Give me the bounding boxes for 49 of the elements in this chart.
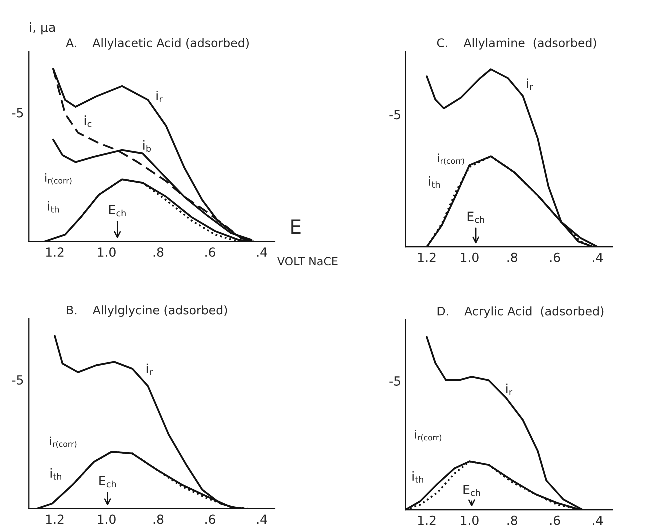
annotation: i$_{r}$ [527, 78, 534, 90]
x-tick-label: .4 [257, 248, 268, 257]
x-tick-label: .8 [154, 514, 164, 524]
x-tick-label: .6 [550, 516, 560, 526]
annotation: i$_{r(corr)}$ [438, 154, 464, 166]
x-tick-label: .4 [593, 516, 604, 526]
x-tick-label: .6 [550, 252, 560, 262]
annotation: i$_{r}$ [156, 90, 163, 103]
y-axis-title: i, μa [30, 22, 56, 35]
text: -5 [390, 110, 400, 120]
x-tick-label: 1.2 [46, 248, 64, 257]
x-tick-label: .4 [257, 514, 268, 524]
annotation: i$_{c}$ [84, 116, 92, 128]
chart-title: B. Allylglycine (adsorbed) [67, 306, 228, 318]
text: -5 [390, 376, 400, 386]
annotation: i$_{r(corr)}$ [46, 173, 72, 185]
x-axis-title: VOLT NaCE [278, 257, 338, 266]
x-tick-label: .8 [154, 248, 164, 258]
annotation: i$_{r}$ [506, 384, 513, 396]
annotation: i$_{th}$ [412, 471, 424, 483]
x-tick-label: .4 [593, 253, 604, 262]
annotation: i$_{r}$ [146, 364, 153, 376]
x-tick-label: .6 [206, 248, 216, 258]
x-tick-label: 1.0 [98, 248, 116, 258]
text: -5 [12, 108, 24, 118]
chart-title: D. Acrylic Acid (adsorbed) [438, 306, 604, 318]
annotation: E$_{ch}$ [109, 205, 126, 217]
annotation: E$_{ch}$ [468, 212, 484, 224]
x-tick-label: 1.2 [46, 514, 64, 524]
chart-title: A. Allylacetic Acid (adsorbed) [66, 38, 249, 50]
annotation: i$_{r(corr)}$ [50, 436, 77, 448]
x-tick-label: .6 [206, 514, 216, 524]
text: -5 [12, 376, 24, 385]
x-tick-label: 1.0 [98, 514, 116, 524]
x-tick-label: 1.0 [461, 252, 479, 262]
text: E [292, 220, 301, 234]
x-tick-label: 1.2 [418, 252, 436, 262]
annotation: i$_{r(corr)}$ [415, 430, 442, 442]
x-tick-label: .8 [508, 252, 518, 262]
annotation: i$_{th}$ [429, 176, 440, 188]
chart-title: C. Allylamine (adsorbed) [437, 38, 596, 50]
x-tick-label: .8 [508, 516, 518, 526]
x-tick-label: 1.2 [418, 516, 436, 526]
annotation: E$_{ch}$ [100, 476, 116, 488]
annotation: E$_{ch}$ [464, 485, 480, 496]
annotation: i$_{th}$ [48, 201, 60, 213]
annotation: i$_{b}$ [144, 140, 152, 152]
x-tick-label: 1.0 [461, 516, 479, 526]
annotation: i$_{th}$ [50, 468, 62, 480]
